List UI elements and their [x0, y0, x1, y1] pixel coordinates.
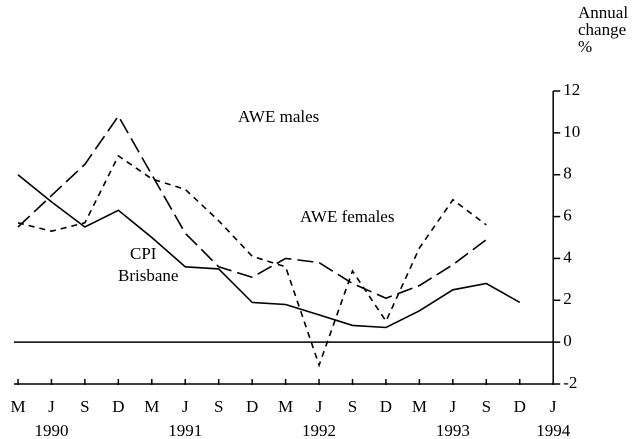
x-tick-label: S: [80, 397, 89, 416]
x-tick-label: D: [246, 397, 258, 416]
x-tick-label: S: [482, 397, 491, 416]
y-tick-label: 8: [563, 164, 572, 183]
y-tick-label: 12: [563, 80, 580, 99]
y-axis-title: Annual change%: [578, 3, 628, 56]
series-line: [17, 154, 487, 368]
x-tick-label: J: [316, 397, 323, 416]
x-tick-label: J: [550, 397, 557, 416]
x-tick-label: D: [514, 397, 526, 416]
x-tick-label: M: [412, 397, 427, 416]
y-tick-label: -2: [563, 373, 577, 392]
x-tick-label: J: [182, 397, 189, 416]
x-group-label: 1993: [436, 421, 470, 439]
y-tick-label: 2: [563, 289, 572, 308]
x-group-label: 1991: [168, 421, 202, 439]
series-line: [17, 174, 521, 329]
x-group-label: 1992: [302, 421, 336, 439]
y-tick-label: 10: [563, 122, 580, 141]
x-tick-label: D: [112, 397, 124, 416]
series-label: AWE males: [238, 107, 319, 126]
x-tick-label: S: [214, 397, 223, 416]
x-tick-label: S: [348, 397, 357, 416]
y-tick-label: 0: [563, 331, 572, 350]
series-line: [17, 114, 487, 300]
x-group-label: 1994: [536, 421, 571, 439]
series-label: CPI Brisbane: [118, 244, 178, 285]
x-tick-label: M: [144, 397, 159, 416]
y-tick-label: 6: [563, 205, 572, 224]
x-tick-label: D: [380, 397, 392, 416]
x-tick-label: M: [10, 397, 25, 416]
x-tick-label: M: [278, 397, 293, 416]
x-tick-label: J: [48, 397, 55, 416]
x-tick-label: J: [450, 397, 457, 416]
y-tick-label: 4: [563, 247, 572, 266]
series-label: AWE females: [300, 207, 394, 226]
x-group-label: 1990: [34, 421, 68, 439]
